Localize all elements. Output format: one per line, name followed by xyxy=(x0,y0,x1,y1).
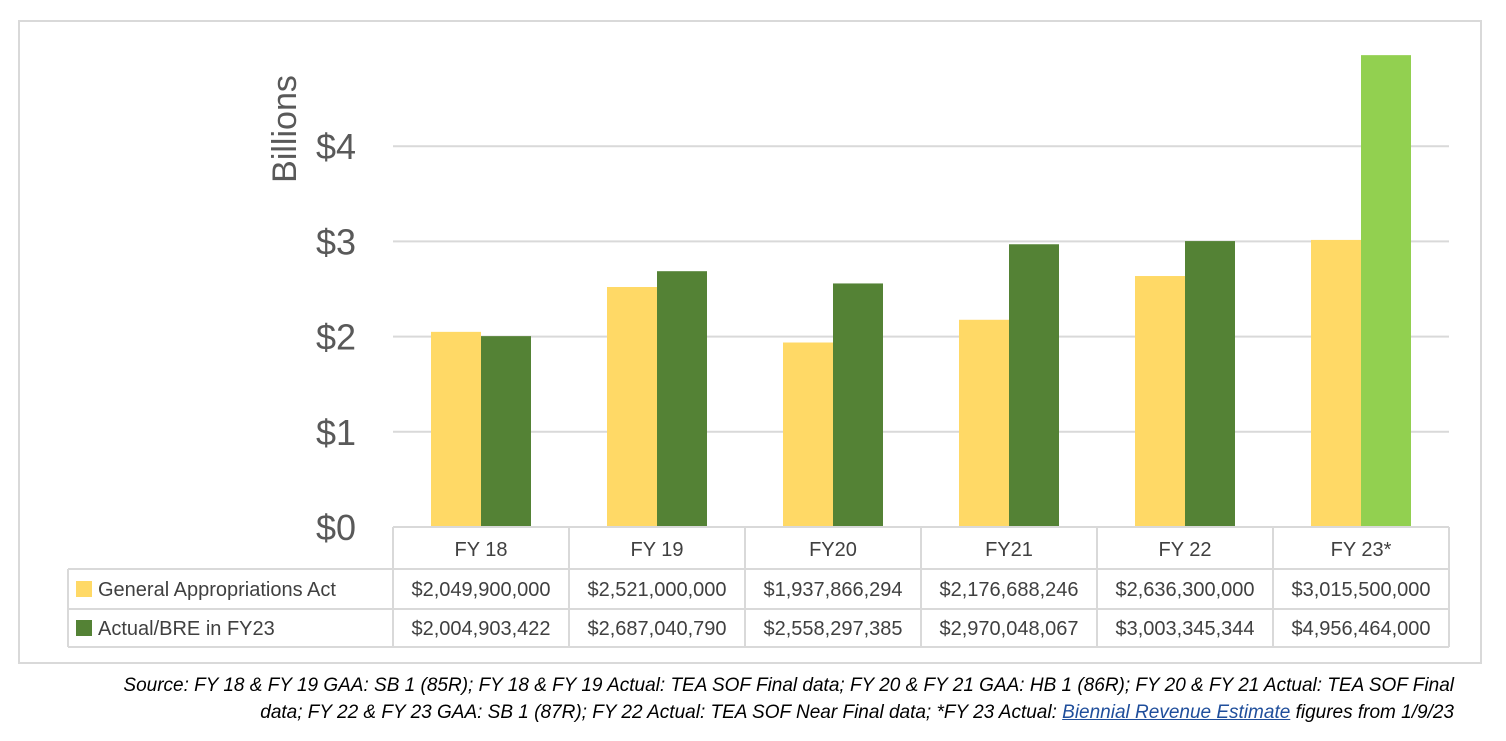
table-value: $2,176,688,246 xyxy=(939,579,1078,601)
table-value: $2,049,900,000 xyxy=(411,579,550,601)
y-axis-label: Billions xyxy=(266,75,304,183)
table-value: $2,004,903,422 xyxy=(411,618,550,640)
bar-gaa xyxy=(607,287,657,527)
biennial-revenue-estimate-link[interactable]: Biennial Revenue Estimate xyxy=(1062,702,1291,723)
table-value: $3,015,500,000 xyxy=(1291,579,1430,601)
bar-actual xyxy=(1361,55,1411,528)
source-line-2-start: data; FY 22 & FY 23 GAA: SB 1 (87R); FY … xyxy=(260,702,1063,723)
legend-swatch-actual xyxy=(76,620,92,636)
source-note: Source: FY 18 & FY 19 GAA: SB 1 (85R); F… xyxy=(30,672,1454,726)
x-tick-label: FY21 xyxy=(985,539,1033,561)
legend-swatch-gaa xyxy=(76,581,92,597)
x-tick-label: FY 23* xyxy=(1331,539,1392,561)
bar-actual xyxy=(1185,241,1235,527)
x-tick-label: FY 22 xyxy=(1159,539,1212,561)
source-line-1: Source: FY 18 & FY 19 GAA: SB 1 (85R); F… xyxy=(123,675,1454,696)
legend-label-gaa: General Appropriations Act xyxy=(98,579,336,601)
table-value: $2,970,048,067 xyxy=(939,618,1078,640)
y-tick-label: $2 xyxy=(316,317,356,358)
table-value: $1,937,866,294 xyxy=(763,579,902,601)
bar-gaa xyxy=(431,331,481,527)
x-tick-label: FY 19 xyxy=(631,539,684,561)
bar-gaa xyxy=(1135,276,1185,527)
chart-frame xyxy=(18,20,1482,664)
x-tick-label: FY20 xyxy=(809,539,857,561)
bar-chart: $0 $1 $2 $3 $4 Billions FY 18 FY 19 FY20 FY21 FY 2… xyxy=(67,55,1450,648)
source-line-2-end: figures from 1/9/23 xyxy=(1290,702,1454,723)
bar-gaa xyxy=(1311,239,1361,528)
bar-actual xyxy=(657,271,707,527)
legend-label-actual: Actual/BRE in FY23 xyxy=(98,618,275,640)
bar-gaa xyxy=(959,319,1009,527)
x-tick-label: FY 18 xyxy=(455,539,508,561)
y-tick-label: $4 xyxy=(316,126,356,167)
table-value: $4,956,464,000 xyxy=(1291,618,1430,640)
bar-gaa xyxy=(783,342,833,527)
bar-actual xyxy=(833,283,883,527)
bar-actual xyxy=(1009,244,1059,528)
table-value: $2,521,000,000 xyxy=(587,579,726,601)
bar-actual xyxy=(481,336,531,527)
y-tick-label: $3 xyxy=(316,221,356,262)
table-value: $2,558,297,385 xyxy=(763,618,902,640)
y-tick-label: $0 xyxy=(316,507,356,548)
table-value: $3,003,345,344 xyxy=(1115,618,1254,640)
table-value: $2,687,040,790 xyxy=(587,618,726,640)
table-value: $2,636,300,000 xyxy=(1115,579,1254,601)
y-tick-label: $1 xyxy=(316,412,356,453)
